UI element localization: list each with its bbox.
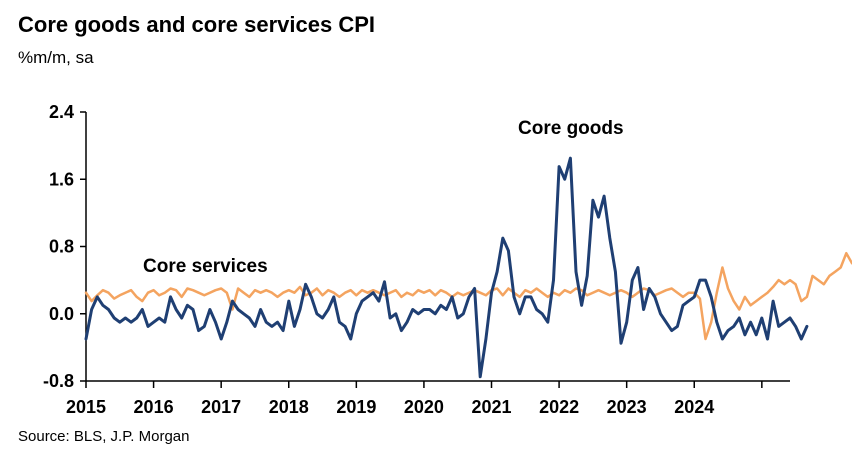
x-tick-label: 2020: [404, 397, 444, 417]
x-tick-label: 2016: [134, 397, 174, 417]
x-tick-label: 2024: [674, 397, 714, 417]
x-tick-label: 2015: [66, 397, 106, 417]
series-annotation: Core goods: [518, 118, 624, 139]
x-tick-label: 2022: [539, 397, 579, 417]
y-tick-label: 1.6: [49, 169, 74, 189]
x-tick-label: 2017: [201, 397, 241, 417]
x-tick-label: 2019: [336, 397, 376, 417]
y-tick-label: 2.4: [49, 102, 74, 122]
x-tick-label: 2018: [269, 397, 309, 417]
series-line-core-goods: [84, 156, 809, 379]
source-note: Source: BLS, J.P. Morgan: [18, 428, 190, 445]
y-tick-label: -0.8: [43, 371, 74, 391]
chart-subtitle: %m/m, sa: [18, 48, 94, 67]
y-tick-label: 0.8: [49, 237, 74, 257]
y-tick-label: 0.0: [49, 304, 74, 324]
series-annotation: Core services: [143, 256, 268, 277]
chart-title: Core goods and core services CPI: [18, 12, 376, 37]
series-line-core-services: [84, 251, 852, 341]
x-tick-label: 2021: [471, 397, 511, 417]
x-tick-label: 2023: [607, 397, 647, 417]
